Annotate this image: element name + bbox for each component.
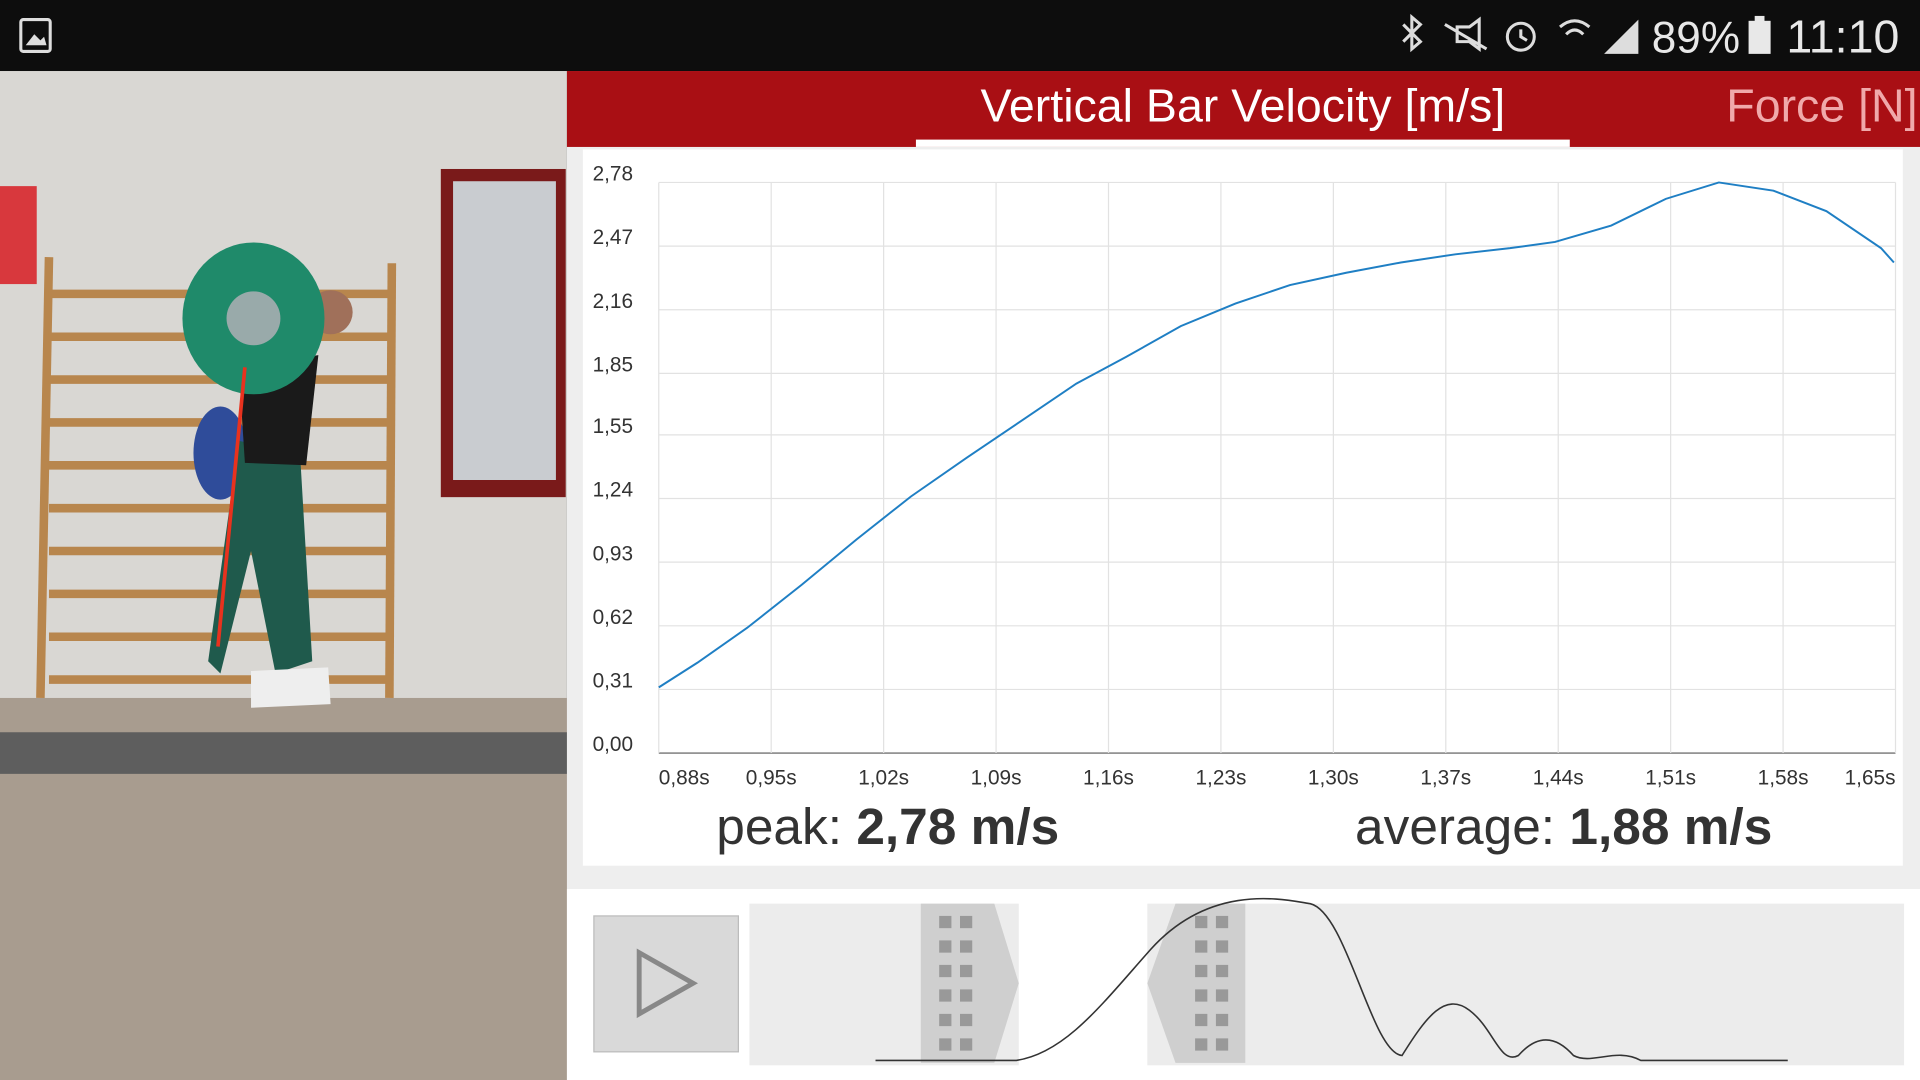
- poster: [0, 186, 37, 285]
- peak-stat: peak: 2,78 m/s: [716, 797, 1059, 855]
- average-stat: average: 1,88 m/s: [1355, 797, 1772, 855]
- y-tick-label: 0,93: [593, 542, 633, 565]
- tab[interactable]: Vertical Bar Velocity [m/s]: [980, 79, 1505, 131]
- x-tick-label: 1,02s: [858, 766, 909, 789]
- tab-bar: [566, 71, 1920, 147]
- plate-hub: [226, 291, 281, 346]
- y-tick-label: 1,55: [593, 415, 633, 438]
- peak-label: peak:: [716, 797, 842, 855]
- waveform: [875, 897, 1788, 1062]
- tab-indicator: [915, 139, 1570, 147]
- video-frame: [0, 71, 567, 1080]
- signal-icon: [1604, 19, 1639, 54]
- y-tick-label: 1,24: [593, 479, 633, 502]
- battery-tip: [1754, 15, 1765, 23]
- y-tick-label: 1,85: [593, 353, 633, 376]
- x-tick-label: 1,65s: [1845, 766, 1896, 789]
- clock: 11:10: [1786, 11, 1899, 63]
- x-tick-label: 1,30s: [1308, 766, 1359, 789]
- chart: 0,00 0,31 0,62 0,93 1,24 1,55 1,85 2,16 2,47 2,78…: [593, 163, 1897, 789]
- handle-grips: [939, 915, 1229, 1051]
- x-tick-label: 1,16s: [1083, 766, 1134, 789]
- athlete-shoes: [251, 667, 331, 708]
- x-tick-label: 1,09s: [971, 766, 1022, 789]
- play-button[interactable]: [593, 915, 739, 1053]
- x-tick-label: 0,95s: [746, 766, 797, 789]
- average-label: average:: [1355, 797, 1555, 855]
- x-tick-label: 0,88s: [659, 766, 710, 789]
- chart-card: [582, 149, 1903, 866]
- battery-icon: [1748, 20, 1771, 54]
- x-tick-label: 1,44s: [1533, 766, 1584, 789]
- gallery-icon-glyph: [25, 34, 47, 46]
- window: [453, 181, 556, 480]
- x-tick-label: 1,58s: [1758, 766, 1809, 789]
- average-value: 1,88 m/s: [1569, 797, 1772, 855]
- bar-path: [216, 367, 247, 647]
- y-tick-label: 0,00: [593, 733, 633, 756]
- platform: [0, 732, 567, 774]
- y-tick-label: 0,62: [593, 606, 633, 629]
- x-tick-label: 1,23s: [1195, 766, 1246, 789]
- status-bar: [0, 0, 1920, 72]
- velocity-line: [658, 181, 1895, 689]
- y-tick-label: 2,47: [593, 226, 633, 249]
- gallery-icon: [19, 18, 52, 53]
- play-icon: [636, 948, 699, 1019]
- peak-value: 2,78 m/s: [856, 797, 1059, 855]
- status-icons: [1402, 13, 1591, 53]
- x-tick-label: 1,51s: [1645, 766, 1696, 789]
- battery-percent: 89%: [1652, 14, 1740, 63]
- tab[interactable]: Force [N]: [1726, 79, 1917, 131]
- trim-region-right: [1147, 903, 1905, 1066]
- athlete-legs: [208, 440, 313, 674]
- y-tick-label: 2,16: [593, 290, 633, 313]
- y-tick-label: 2,78: [593, 163, 633, 186]
- x-tick-label: 1,37s: [1420, 766, 1471, 789]
- y-tick-label: 0,31: [593, 670, 633, 693]
